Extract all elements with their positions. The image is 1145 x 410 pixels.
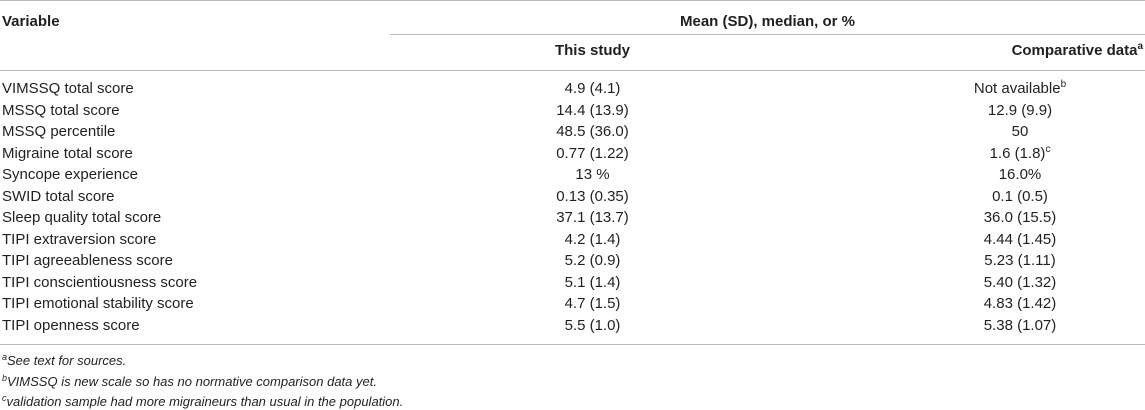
cell-comparative-value: 1.6 (1.8) — [989, 144, 1046, 162]
cell-comparative-value: 4.44 (1.45) — [983, 230, 1057, 248]
footnote-marker: c — [1045, 143, 1051, 155]
header-comparative: Comparative dataa — [1011, 41, 1143, 60]
footnote-text: validation sample had more migraineurs t… — [6, 394, 404, 409]
footnote: cvalidation sample had more migraineurs … — [2, 393, 404, 410]
header-variable: Variable — [2, 13, 60, 30]
cell-variable: TIPI extraversion score — [2, 230, 157, 248]
table-row: SWID total score 0.13 (0.35) 0.1 (0.5) — [0, 188, 1145, 209]
cell-variable: MSSQ total score — [2, 101, 120, 119]
header-group: Mean (SD), median, or % — [679, 13, 856, 30]
cell-comparative: 5.23 (1.11) — [895, 252, 1145, 269]
header-bottom-rule — [0, 70, 1145, 71]
table-row: Syncope experience 13 % 16.0% — [0, 166, 1145, 187]
cell-comparative: 1.6 (1.8)c — [895, 143, 1145, 162]
table-top-rule — [0, 0, 1145, 1]
cell-this-study: 37.1 (13.7) — [556, 209, 629, 226]
header-this-study: This study — [554, 42, 630, 59]
cell-comparative: 5.38 (1.07) — [895, 317, 1145, 334]
table-row: TIPI emotional stability score 4.7 (1.5) 4… — [0, 295, 1145, 316]
footnote-marker: b — [1060, 79, 1067, 90]
footnote-text: VIMSSQ is new scale so has no normative … — [7, 373, 377, 389]
cell-comparative-value: 5.23 (1.11) — [984, 252, 1056, 269]
table-row: TIPI agreeableness score 5.2 (0.9) 5.23 (1… — [0, 252, 1145, 273]
table-bottom-rule — [0, 344, 1145, 345]
cell-variable: SWID total score — [2, 187, 115, 205]
cell-this-study: 0.13 (0.35) — [556, 187, 629, 205]
cell-comparative-value: 16.0% — [998, 166, 1042, 183]
cell-comparative: 5.40 (1.32) — [895, 274, 1145, 291]
cell-comparative: 4.83 (1.42) — [895, 295, 1145, 312]
header-sub-rule — [390, 34, 1145, 35]
cell-comparative-value: Not available — [973, 80, 1061, 97]
cell-variable: Migraine total score — [2, 144, 133, 162]
footnote: aSee text for sources. — [2, 352, 127, 369]
footnote-text: See text for sources. — [7, 353, 127, 368]
cell-comparative: Not availableb — [895, 79, 1145, 98]
table-row: TIPI openness score 5.5 (1.0) 5.38 (1.07) — [0, 317, 1145, 338]
cell-this-study: 4.2 (1.4) — [564, 230, 621, 248]
table-row: TIPI extraversion score 4.2 (1.4) 4.44 (1.… — [0, 231, 1145, 252]
cell-variable: MSSQ percentile — [2, 123, 116, 140]
cell-this-study: 0.77 (1.22) — [556, 144, 629, 162]
cell-comparative: 12.9 (9.9) — [895, 102, 1145, 119]
cell-comparative: 4.44 (1.45) — [895, 231, 1145, 248]
cell-this-study: 5.1 (1.4) — [564, 273, 621, 291]
cell-this-study: 4.9 (4.1) — [564, 80, 621, 97]
table-row: MSSQ percentile 48.5 (36.0) 50 — [0, 123, 1145, 144]
cell-variable: TIPI openness score — [2, 316, 140, 334]
cell-variable: VIMSSQ total score — [2, 80, 134, 97]
cell-this-study: 48.5 (36.0) — [556, 123, 629, 140]
cell-comparative: 36.0 (15.5) — [895, 209, 1145, 226]
cell-this-study: 4.7 (1.5) — [564, 295, 621, 312]
footnote-mark: a — [2, 352, 8, 362]
cell-this-study: 5.2 (0.9) — [564, 252, 621, 269]
cell-variable: Sleep quality total score — [2, 209, 162, 226]
cell-comparative: 16.0% — [895, 166, 1145, 183]
cell-comparative-value: 36.0 (15.5) — [983, 209, 1057, 226]
cell-variable: Syncope experience — [2, 166, 138, 183]
cell-this-study: 13 % — [575, 166, 610, 183]
cell-this-study: 14.4 (13.9) — [556, 101, 629, 119]
table-row: VIMSSQ total score 4.9 (4.1) Not available… — [0, 80, 1145, 101]
cell-comparative: 0.1 (0.5) — [895, 188, 1145, 205]
table-row: Sleep quality total score 37.1 (13.7) 36.0… — [0, 209, 1145, 230]
cell-variable: TIPI agreeableness score — [2, 252, 173, 269]
cell-this-study: 5.5 (1.0) — [564, 316, 621, 334]
table-row: TIPI conscientiousness score 5.1 (1.4) 5.4… — [0, 274, 1145, 295]
cell-comparative-value: 5.40 (1.32) — [983, 273, 1057, 291]
table-row: MSSQ total score 14.4 (13.9) 12.9 (9.9) — [0, 102, 1145, 123]
cell-comparative-value: 12.9 (9.9) — [987, 101, 1053, 119]
cell-comparative-value: 0.1 (0.5) — [992, 187, 1048, 205]
footnote-mark: b — [2, 372, 8, 383]
table-row: Migraine total score 0.77 (1.22) 1.6 (1.8)… — [0, 143, 1145, 166]
cell-comparative-value: 5.38 (1.07) — [983, 316, 1057, 334]
footnote: bVIMSSQ is new scale so has no normative… — [2, 372, 377, 389]
cell-comparative: 50 — [895, 123, 1145, 140]
cell-variable: TIPI conscientiousness score — [2, 273, 198, 291]
cell-variable: TIPI emotional stability score — [2, 295, 194, 312]
cell-comparative-value: 4.83 (1.42) — [983, 295, 1057, 312]
cell-comparative-value: 50 — [1011, 123, 1029, 140]
footnote-mark: c — [2, 393, 7, 403]
